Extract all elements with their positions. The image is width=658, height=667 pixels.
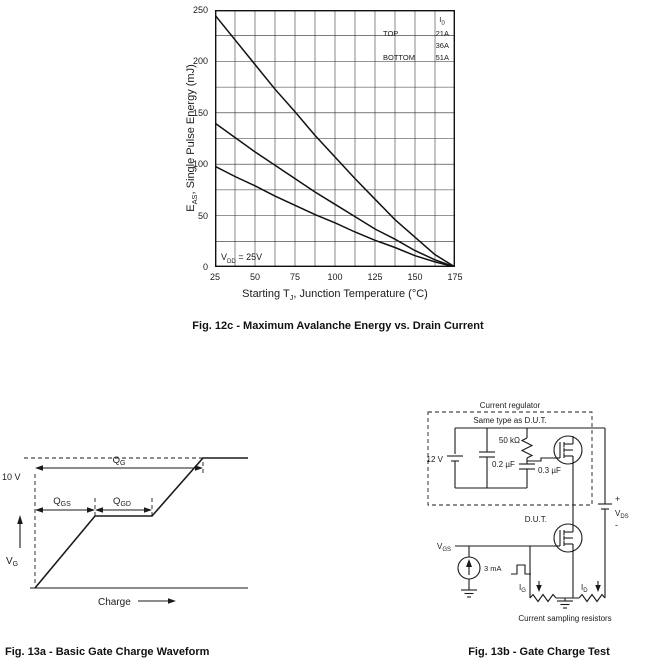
- charge-axis-label: Charge: [98, 597, 131, 608]
- id-label: ID: [581, 583, 588, 594]
- avalanche-energy-chart: ID TOP 21A 36A BOTTOM 51A VDD = 25V: [214, 9, 456, 268]
- y-tick-label: 50: [197, 210, 208, 221]
- dut-label: D.U.T.: [525, 515, 547, 524]
- x-tick-label: 175: [447, 272, 463, 282]
- fig13b-caption: Fig. 13b - Gate Charge Test: [468, 646, 610, 658]
- x-tick-label: 100: [327, 272, 343, 282]
- arrowhead-icon: [95, 507, 103, 513]
- y-tick-label: 0: [202, 262, 208, 272]
- legend-row: TOP 21A: [383, 29, 449, 39]
- chart-curve-id-36a: [214, 122, 456, 268]
- arrowhead-icon: [466, 559, 472, 567]
- gate-charge-test-circuit: Current regulator Same type as D.U.T. + …: [427, 401, 629, 623]
- current-regulator-label: Current regulator: [480, 401, 541, 410]
- arrowhead-icon: [195, 465, 203, 471]
- x-tick-label: 150: [407, 272, 423, 282]
- vds-label: VDS: [615, 509, 629, 520]
- dut-mosfet: [553, 523, 583, 553]
- vds-plus-label: +: [615, 494, 620, 504]
- ig-label: IG: [519, 583, 526, 594]
- regulator-mosfet: [553, 435, 583, 465]
- arrowhead-icon: [35, 465, 43, 471]
- vg-arrowhead-icon: [17, 515, 23, 524]
- x-tick-label: 75: [289, 272, 301, 282]
- same-type-label: Same type as D.U.T.: [473, 416, 546, 425]
- chart-curve-id-51a: [214, 165, 456, 268]
- legend-row: 36A: [435, 41, 449, 51]
- vgs-label: VGS: [437, 542, 451, 553]
- y-tick-label: 200: [192, 56, 208, 67]
- fig13a-caption: Fig. 13a - Basic Gate Charge Waveform: [5, 646, 210, 658]
- res1-label: 50 kΩ: [499, 436, 520, 445]
- qgd-label: QGD: [113, 496, 131, 508]
- y-tick-labels: 0 50 100 150 200 250: [168, 5, 210, 272]
- qgs-label: QGS: [53, 496, 71, 508]
- fig12c-caption: Fig. 12c - Maximum Avalanche Energy vs. …: [192, 320, 484, 332]
- ten-volt-label: 10 V: [2, 472, 21, 482]
- legend-header: ID: [439, 15, 445, 27]
- ig-sampling-resistor: [529, 593, 557, 603]
- arrowhead-icon: [35, 507, 43, 513]
- arrowhead-icon: [87, 507, 95, 513]
- sampling-resistors-label: Current sampling resistors: [518, 614, 611, 623]
- arrowhead-icon: [168, 598, 176, 604]
- wire: [527, 457, 554, 462]
- plot-frame: [214, 9, 456, 268]
- chart-legend: ID TOP 21A 36A BOTTOM 51A: [383, 14, 449, 63]
- gate-charge-waveform: VG QG QGS QGD 10 V Charge: [2, 455, 248, 608]
- arrowhead-icon: [595, 585, 601, 592]
- pulse-waveform-icon: [511, 564, 531, 575]
- y-tick-label: 150: [192, 107, 208, 118]
- supply-voltage-label: 12 V: [427, 455, 444, 464]
- current-source-value: 3 mA: [484, 564, 502, 573]
- arrowhead-icon: [536, 585, 542, 592]
- qg-label: QG: [113, 455, 126, 467]
- chart-curve-id-21a: [214, 14, 456, 268]
- resistor-50k: [520, 437, 534, 459]
- id-sampling-resistor: [578, 593, 606, 603]
- cap1-label: 0.2 µF: [492, 460, 515, 469]
- x-tick-label: 25: [209, 272, 221, 282]
- gate-voltage-waveform: [34, 457, 248, 589]
- x-tick-labels: 25 50 75 100 125 150 175: [210, 272, 463, 284]
- cap2-label: 0.3 µF: [538, 466, 561, 475]
- vg-label: VG: [6, 556, 18, 568]
- current-regulator-box: [427, 411, 593, 506]
- vds-minus-label: -: [615, 520, 618, 530]
- vdd-annotation: VDD = 25V: [221, 252, 263, 265]
- legend-row: BOTTOM 51A: [383, 52, 449, 62]
- x-axis-title: Starting TJ, Junction Temperature (°C): [242, 288, 428, 303]
- y-tick-label: 100: [192, 159, 208, 170]
- x-tick-label: 50: [249, 272, 261, 282]
- arrowhead-icon: [144, 507, 152, 513]
- y-tick-label: 250: [192, 5, 208, 15]
- x-tick-label: 125: [367, 272, 383, 282]
